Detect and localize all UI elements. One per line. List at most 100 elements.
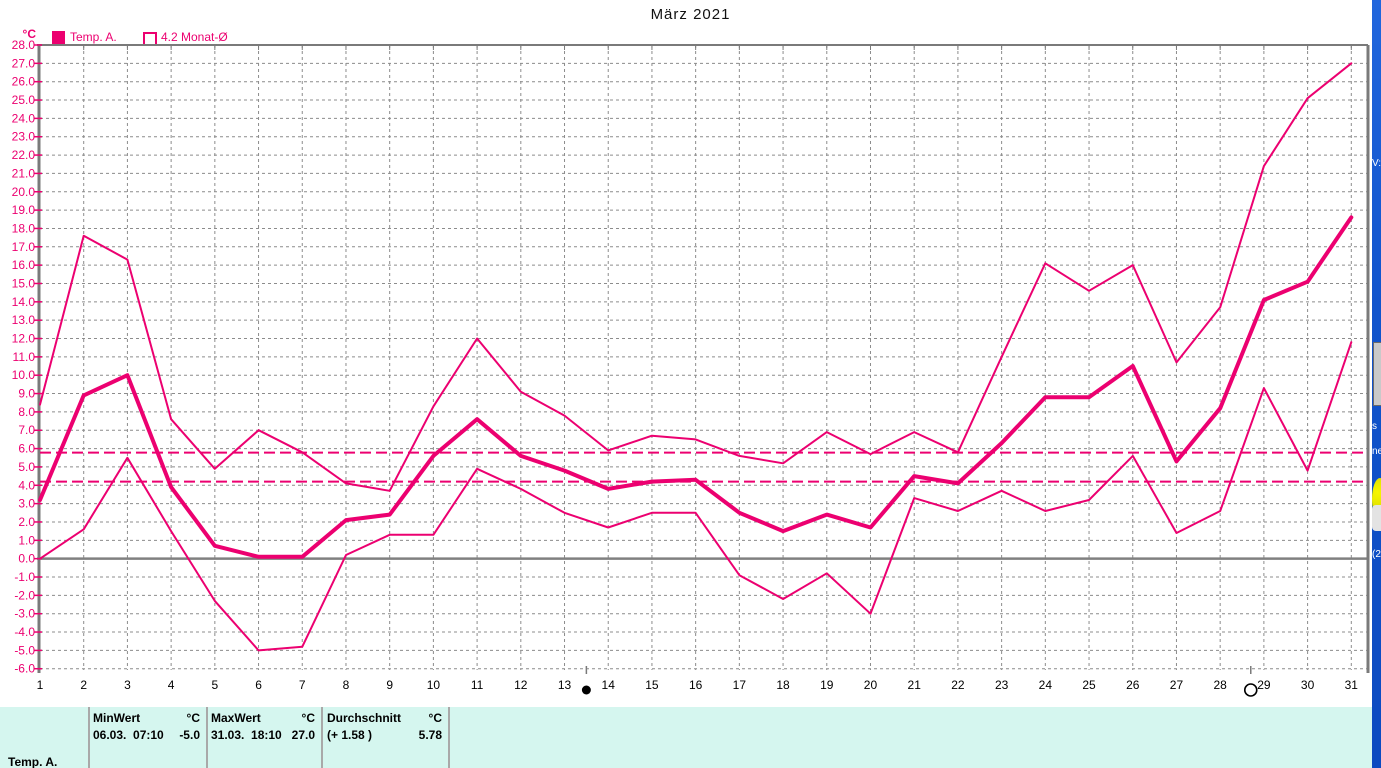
- y-tick-label: 16.0: [12, 258, 36, 272]
- y-tick-label: 8.0: [18, 405, 35, 419]
- desktop-smiley-icon-base: [1372, 505, 1381, 531]
- desktop-icon-label-fragment: s: [1372, 421, 1377, 432]
- y-tick-label: 22.0: [12, 148, 36, 162]
- y-tick-label: 3.0: [18, 497, 35, 511]
- x-tick-label: 31: [1345, 678, 1359, 692]
- minwert-timestamp: 06.03. 07:10: [93, 728, 164, 742]
- x-tick-label: 20: [864, 678, 878, 692]
- y-tick-label: -6.0: [14, 662, 35, 676]
- y-tick-label: -4.0: [14, 625, 35, 639]
- x-tick-label: 30: [1301, 678, 1315, 692]
- y-tick-label: 13.0: [12, 313, 36, 327]
- maxwert-unit: °C: [301, 711, 315, 725]
- x-tick-label: 21: [908, 678, 922, 692]
- y-tick-label: 9.0: [18, 387, 35, 401]
- x-tick-label: 8: [343, 678, 350, 692]
- statistics-table: Temp. A. MaxWert Durchschnitt MinWert °C…: [0, 707, 1372, 768]
- x-tick-label: 14: [602, 678, 616, 692]
- desktop-smiley-icon: [1372, 478, 1381, 520]
- x-tick-label: 13: [558, 678, 572, 692]
- x-tick-label: 25: [1082, 678, 1096, 692]
- desktop-document-icon: [1373, 342, 1381, 406]
- maxwert-column: MaxWert °C 31.03. 18:10 27.0: [211, 710, 315, 744]
- maxwert-value: 27.0: [291, 728, 315, 742]
- legend-swatch-temp-a: [52, 31, 65, 44]
- y-tick-label: 5.0: [18, 460, 35, 474]
- y-tick-label: 15.0: [12, 276, 36, 290]
- x-tick-label: 6: [255, 678, 262, 692]
- legend-label-temp-a: Temp. A.: [70, 30, 117, 44]
- desktop-icon-label-fragment: V:: [1372, 158, 1381, 169]
- y-axis-unit-label: °C: [22, 27, 36, 41]
- y-tick-label: 2.0: [18, 515, 35, 529]
- y-tick-label: 24.0: [12, 111, 36, 125]
- x-tick-label: 23: [995, 678, 1009, 692]
- y-tick-label: 26.0: [12, 75, 36, 89]
- x-tick-label: 12: [514, 678, 528, 692]
- y-tick-label: -2.0: [14, 588, 35, 602]
- x-tick-label: 11: [471, 678, 484, 692]
- x-tick-label: 27: [1170, 678, 1184, 692]
- y-tick-label: 6.0: [18, 442, 35, 456]
- desktop-sliver[interactable]: V: s ne (2: [1372, 0, 1381, 768]
- y-tick-label: 1.0: [18, 533, 35, 547]
- maxwert-header: MaxWert: [211, 711, 261, 725]
- desktop-icon-label-fragment: (2: [1372, 549, 1381, 560]
- table-divider: [448, 707, 450, 768]
- legend-label-monat-avg: 4.2 Monat-Ø: [161, 30, 228, 44]
- x-tick-label: 9: [386, 678, 393, 692]
- minwert-column: MinWert °C 06.03. 07:10 -5.0: [93, 710, 200, 744]
- y-tick-label: -5.0: [14, 643, 35, 657]
- durchschnitt-column: Durchschnitt °C (+ 1.58 ) 5.78: [327, 710, 442, 744]
- y-tick-label: 27.0: [12, 56, 36, 70]
- table-divider: [321, 707, 323, 768]
- row-label-temp-a: Temp. A.: [8, 755, 58, 768]
- y-tick-label: 23.0: [12, 130, 36, 144]
- new-moon-icon: [581, 685, 591, 695]
- durchschnitt-delta: (+ 1.58 ): [327, 728, 373, 742]
- series-line-daily-max-envelope: [39, 62, 1353, 492]
- x-tick-label: 19: [820, 678, 834, 692]
- minwert-header: MinWert: [93, 711, 141, 725]
- y-tick-label: -3.0: [14, 607, 35, 621]
- y-tick-label: 28.0: [12, 38, 36, 52]
- chart-title: März 2021: [650, 6, 731, 23]
- table-divider: [88, 707, 90, 768]
- maxwert-timestamp: 31.03. 18:10: [211, 728, 282, 742]
- x-tick-label: 18: [776, 678, 790, 692]
- y-tick-label: 18.0: [12, 221, 36, 235]
- y-tick-label: 11.0: [13, 350, 36, 364]
- x-tick-label: 7: [299, 678, 306, 692]
- y-tick-label: 12.0: [12, 332, 36, 346]
- full-moon-icon: [1243, 683, 1258, 697]
- durchschnitt-unit: °C: [428, 711, 442, 725]
- x-tick-label: 5: [211, 678, 218, 692]
- x-tick-label: 17: [733, 678, 747, 692]
- y-tick-label: 17.0: [12, 240, 36, 254]
- minwert-value: -5.0: [179, 728, 200, 742]
- x-tick-label: 28: [1213, 678, 1227, 692]
- y-tick-label: 19.0: [12, 203, 36, 217]
- y-tick-label: 4.0: [18, 478, 35, 492]
- durchschnitt-value: 5.78: [418, 728, 442, 742]
- x-tick-label: 15: [645, 678, 659, 692]
- x-tick-label: 2: [80, 678, 87, 692]
- x-tick-label: 4: [168, 678, 175, 692]
- x-tick-label: 3: [124, 678, 131, 692]
- y-tick-label: -1.0: [14, 570, 35, 584]
- x-tick-label: 1: [37, 678, 44, 692]
- y-tick-label: 20.0: [12, 185, 36, 199]
- x-tick-label: 29: [1257, 678, 1271, 692]
- durchschnitt-header: Durchschnitt: [327, 711, 402, 725]
- minwert-unit: °C: [186, 711, 200, 725]
- series-line-daily-min-envelope: [39, 341, 1353, 652]
- x-tick-label: 26: [1126, 678, 1140, 692]
- y-tick-label: 21.0: [12, 166, 36, 180]
- x-tick-label: 16: [689, 678, 703, 692]
- y-tick-label: 25.0: [12, 93, 36, 107]
- table-row-labels: Temp. A. MaxWert Durchschnitt: [8, 720, 82, 768]
- table-divider: [206, 707, 208, 768]
- y-tick-label: 10.0: [12, 368, 36, 382]
